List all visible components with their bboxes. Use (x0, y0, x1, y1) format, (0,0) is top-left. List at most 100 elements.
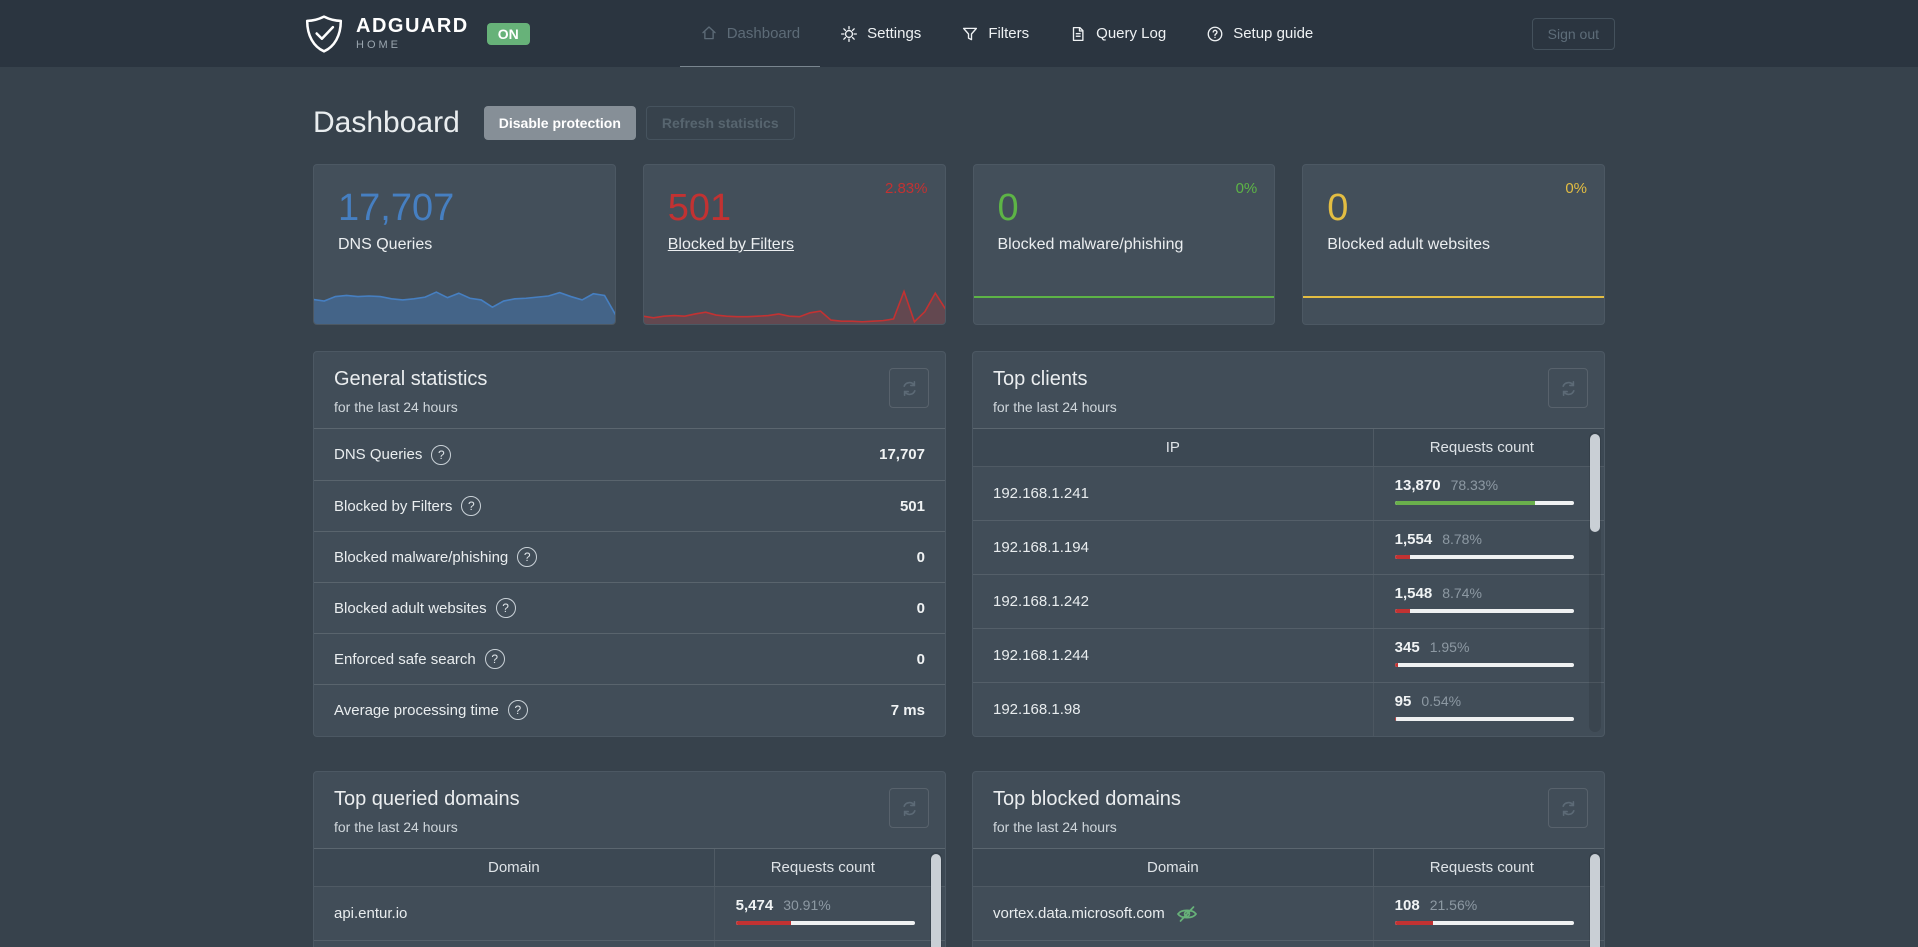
table-row: 192.168.1.242 1,548 8.74% (973, 575, 1604, 629)
top-clients-panel: Top clients for the last 24 hours IP Req… (972, 351, 1605, 737)
help-icon[interactable]: ? (507, 700, 528, 720)
blocked-by-filters-link[interactable]: Blocked by Filters (667, 235, 795, 253)
general-statistics-panel: General statistics for the last 24 hours… (313, 351, 946, 737)
column-header-ip[interactable]: IP (973, 429, 1374, 466)
stat-card-blocked-adult: 0% 0 Blocked adult websites (1302, 164, 1605, 325)
client-ip: 192.168.1.242 (973, 575, 1374, 628)
stats-label: Blocked malware/phishing (334, 548, 509, 566)
table-row-partial (973, 941, 1604, 947)
refresh-statistics-button[interactable]: Refresh statistics (645, 106, 795, 140)
nav-item-setup-guide[interactable]: Setup guide (1186, 0, 1333, 67)
disable-protection-button[interactable]: Disable protection (483, 106, 636, 140)
table-scrollbar (1589, 852, 1601, 947)
requests-count: 345 (1394, 639, 1420, 656)
sign-out-button[interactable]: Sign out (1531, 17, 1615, 50)
top-queried-domains-panel: Top queried domains for the last 24 hour… (313, 771, 946, 947)
scrollbar-thumb[interactable] (1590, 854, 1600, 947)
help-icon[interactable]: ? (495, 598, 516, 618)
page-header: Dashboard Disable protection Refresh sta… (313, 101, 1605, 145)
scrollbar-thumb[interactable] (931, 854, 941, 947)
blocked-filters-sparkline (643, 268, 945, 324)
requests-percent: 30.91% (783, 897, 831, 913)
scrollbar-thumb[interactable] (1590, 434, 1600, 532)
column-header-requests[interactable]: Requests count (1429, 859, 1534, 876)
requests-percent: 21.56% (1429, 897, 1478, 913)
requests-progress-bar (1394, 717, 1574, 721)
main-nav: Dashboard Settings Filters Query Log Set… (679, 0, 1334, 67)
stats-value: 0 (916, 548, 925, 566)
top-navbar: ADGUARD HOME ON Dashboard Settings Filte… (0, 0, 1918, 67)
stat-value: 17,707 (338, 187, 455, 229)
column-header-domain[interactable]: Domain (973, 849, 1374, 886)
column-header-domain[interactable]: Domain (314, 849, 715, 886)
table-header: IP Requests count (973, 429, 1604, 467)
requests-count: 1,554 (1394, 531, 1433, 548)
requests-progress-bar (735, 921, 915, 925)
help-icon[interactable]: ? (517, 547, 538, 567)
panel-subtitle: for the last 24 hours (334, 399, 458, 415)
nav-item-label: Query Log (1096, 25, 1167, 42)
blocked-malware-flatline (973, 268, 1275, 324)
stats-label: Average processing time (334, 701, 499, 719)
stats-row: Average processing time ? 7 ms (314, 684, 945, 735)
stats-row: Blocked adult websites ? 0 (314, 582, 945, 633)
stats-value: 7 ms (890, 701, 925, 719)
refresh-icon (1561, 380, 1575, 396)
stat-value: 0 (997, 187, 1019, 229)
eye-off-icon[interactable] (1175, 902, 1199, 926)
panel-subtitle: for the last 24 hours (993, 819, 1117, 835)
stats-value: 501 (899, 497, 925, 515)
client-ip: 192.168.1.244 (973, 629, 1374, 682)
refresh-icon (1561, 800, 1575, 816)
requests-progress-bar (1394, 609, 1574, 613)
stat-value: 501 (667, 187, 732, 229)
nav-item-settings[interactable]: Settings (820, 0, 941, 67)
stat-card-blocked-by-filters: 2.83% 501 Blocked by Filters (642, 164, 946, 325)
refresh-icon (902, 380, 916, 396)
column-header-requests[interactable]: Requests count (1429, 439, 1534, 456)
funnel-icon (963, 27, 978, 40)
help-icon[interactable]: ? (431, 444, 452, 465)
client-ip: 192.168.1.241 (973, 467, 1374, 520)
top-blocked-domains-panel: Top blocked domains for the last 24 hour… (972, 771, 1605, 947)
stats-label: Enforced safe search (334, 650, 476, 668)
requests-percent: 8.74% (1442, 585, 1482, 601)
table-row: 192.168.1.98 95 0.54% (973, 683, 1604, 736)
requests-count: 95 (1394, 693, 1412, 710)
refresh-panel-button[interactable] (889, 368, 929, 408)
nav-item-filters[interactable]: Filters (941, 0, 1049, 67)
refresh-panel-button[interactable] (889, 788, 929, 828)
requests-percent: 1.95% (1429, 639, 1470, 655)
panel-title: Top blocked domains (993, 788, 1181, 810)
column-header-requests[interactable]: Requests count (770, 859, 875, 876)
gear-icon (841, 25, 858, 42)
stat-card-dns-queries: 17,707 DNS Queries (313, 164, 616, 325)
help-icon[interactable]: ? (484, 649, 505, 669)
nav-item-label: Setup guide (1233, 25, 1314, 42)
stat-label: Blocked malware/phishing (997, 235, 1184, 253)
nav-item-query-log[interactable]: Query Log (1049, 0, 1186, 67)
stats-label: Blocked by Filters (334, 497, 453, 515)
stats-value: 17,707 (879, 446, 925, 463)
brand-name: ADGUARD (356, 15, 469, 37)
stat-label: Blocked adult websites (1327, 235, 1491, 253)
stat-card-blocked-malware: 0% 0 Blocked malware/phishing (972, 164, 1276, 325)
home-icon (702, 26, 716, 40)
nav-item-dashboard[interactable]: Dashboard (679, 0, 821, 67)
panel-subtitle: for the last 24 hours (334, 819, 458, 835)
refresh-panel-button[interactable] (1548, 368, 1588, 408)
nav-item-label: Filters (988, 25, 1030, 42)
help-icon[interactable]: ? (461, 496, 482, 516)
stats-row: DNS Queries ? 17,707 (314, 429, 945, 480)
blocked-adult-flatline (1303, 268, 1605, 324)
brand-logo[interactable]: ADGUARD HOME (303, 13, 469, 55)
stats-row: Enforced safe search ? 0 (314, 633, 945, 684)
table-row: 192.168.1.241 13,870 78.33% (973, 467, 1604, 521)
stats-row: Blocked malware/phishing ? 0 (314, 531, 945, 582)
brand-sub: HOME (356, 39, 401, 51)
shield-logo-icon (305, 14, 343, 53)
stat-value: 0 (1327, 187, 1349, 229)
requests-percent: 0.54% (1421, 693, 1462, 709)
refresh-panel-button[interactable] (1548, 788, 1588, 828)
